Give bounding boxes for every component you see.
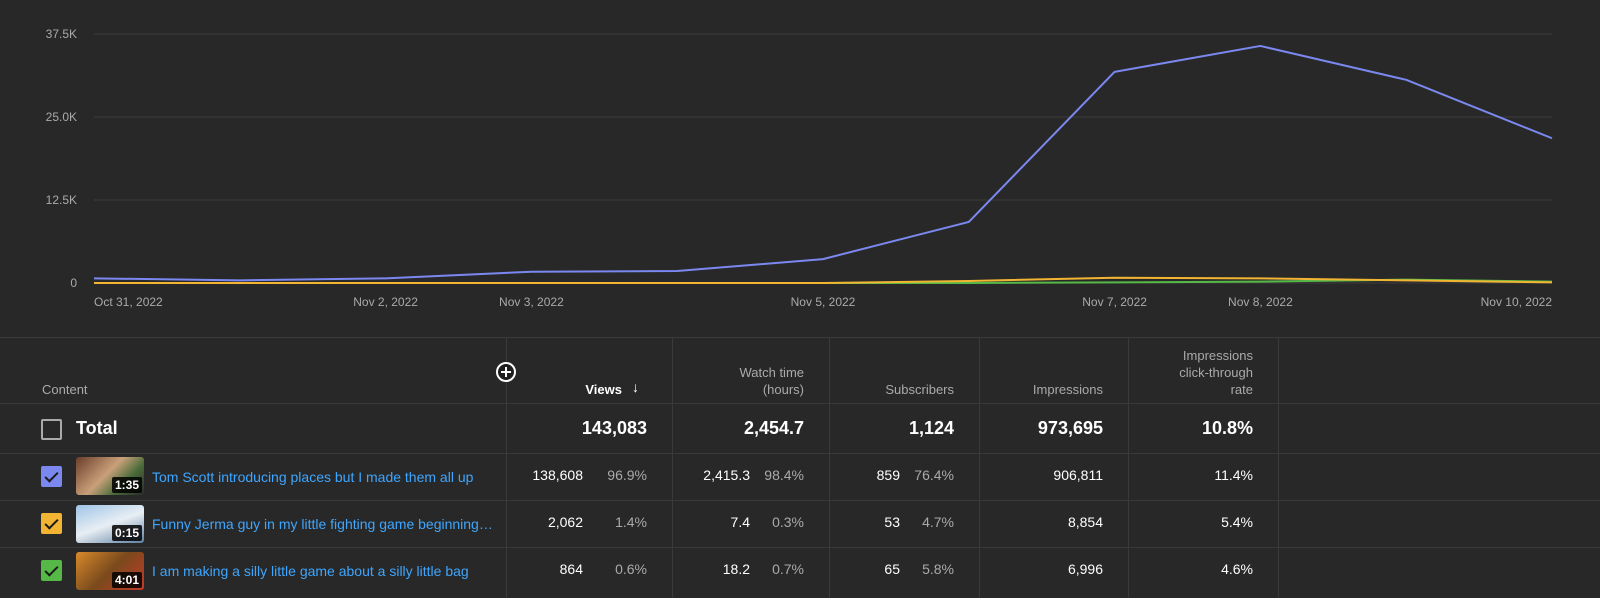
impressions-value: 8,854 <box>1067 514 1103 530</box>
column-divider <box>1278 337 1279 598</box>
row-divider <box>0 500 1600 501</box>
column-divider <box>1128 337 1129 598</box>
views-value: 864 <box>559 561 583 577</box>
row-divider <box>0 547 1600 548</box>
views-percent: 96.9% <box>607 467 647 483</box>
impressions-value: 906,811 <box>1053 467 1103 483</box>
series-line <box>94 276 1553 284</box>
watch-time-percent: 98.4% <box>764 467 804 483</box>
x-tick-label: Nov 3, 2022 <box>499 295 564 309</box>
row-divider <box>0 453 1600 454</box>
total-label: Total <box>76 418 118 438</box>
header-ctr[interactable]: Impressions click-through rate <box>1140 347 1253 398</box>
table-top-divider <box>0 337 1600 338</box>
header-subscribers[interactable]: Subscribers <box>885 382 954 397</box>
row-checkbox[interactable] <box>41 466 62 487</box>
views-value: 138,608 <box>532 467 583 483</box>
video-title-link[interactable]: Tom Scott introducing places but I made … <box>152 469 474 485</box>
header-impressions[interactable]: Impressions <box>1032 382 1103 397</box>
ctr-value: 11.4% <box>1214 467 1253 483</box>
subscribers-percent: 4.7% <box>922 514 954 530</box>
row-checkbox[interactable] <box>41 513 62 534</box>
column-divider <box>672 337 673 598</box>
row-checkbox[interactable] <box>41 560 62 581</box>
views-percent: 1.4% <box>615 514 647 530</box>
watch-time-percent: 0.3% <box>772 514 804 530</box>
header-ctr-line3: rate <box>1230 382 1253 397</box>
header-watch-time-line1: Watch time <box>739 365 804 380</box>
subscribers-percent: 5.8% <box>922 561 954 577</box>
total-impressions: 973,695 <box>1037 418 1103 438</box>
watch-time-percent: 0.7% <box>772 561 804 577</box>
total-views: 143,083 <box>581 418 647 438</box>
header-views[interactable]: Views <box>585 382 622 397</box>
subscribers-percent: 76.4% <box>914 467 954 483</box>
total-checkbox[interactable] <box>41 419 62 440</box>
video-thumbnail[interactable]: 0:15 <box>76 505 144 543</box>
video-title-link[interactable]: Funny Jerma guy in my little fighting ga… <box>152 516 497 532</box>
x-tick-label: Nov 7, 2022 <box>1082 295 1147 309</box>
views-percent: 0.6% <box>615 561 647 577</box>
series-line <box>93 44 1553 282</box>
x-tick-label: Nov 10, 2022 <box>1481 295 1553 309</box>
column-divider <box>506 337 507 598</box>
ctr-value: 5.4% <box>1221 514 1253 530</box>
impressions-value: 6,996 <box>1067 561 1103 577</box>
y-tick-label: 12.5K <box>46 193 77 207</box>
header-ctr-line1: Impressions <box>1182 348 1253 363</box>
subscribers-value: 859 <box>876 467 900 483</box>
total-subscribers: 1,124 <box>908 418 954 438</box>
x-tick-label: Oct 31, 2022 <box>94 295 163 309</box>
plus-circle-icon[interactable] <box>496 362 516 382</box>
arrow-down-icon[interactable]: ↓ <box>632 379 639 395</box>
total-watch-time: 2,454.7 <box>743 418 804 438</box>
column-divider <box>829 337 830 598</box>
header-content[interactable]: Content <box>42 382 88 397</box>
video-thumbnail[interactable]: 1:35 <box>76 457 144 495</box>
line-chart: 0 12.5K 25.0K 37.5K Oct 31, 2022 Nov 2, 2022 N… <box>46 27 1553 309</box>
total-ctr: 10.8% <box>1201 418 1253 438</box>
duration-badge: 1:35 <box>111 477 142 493</box>
column-divider <box>979 337 980 598</box>
watch-time-value: 18.2 <box>722 561 750 577</box>
y-tick-label: 25.0K <box>46 110 77 124</box>
subscribers-value: 53 <box>884 514 900 530</box>
x-tick-label: Nov 5, 2022 <box>791 295 856 309</box>
header-watch-time[interactable]: Watch time (hours) <box>680 364 804 398</box>
watch-time-value: 7.4 <box>730 514 750 530</box>
y-tick-label: 37.5K <box>46 27 77 41</box>
row-divider <box>0 403 1600 404</box>
watch-time-value: 2,415.3 <box>703 467 750 483</box>
views-value: 2,062 <box>547 514 583 530</box>
duration-badge: 4:01 <box>111 572 142 588</box>
y-tick-label: 0 <box>70 276 77 290</box>
header-ctr-line2: click-through <box>1179 365 1253 380</box>
duration-badge: 0:15 <box>111 525 142 541</box>
ctr-value: 4.6% <box>1221 561 1253 577</box>
x-tick-label: Nov 8, 2022 <box>1228 295 1293 309</box>
x-tick-label: Nov 2, 2022 <box>353 295 418 309</box>
video-title-link[interactable]: I am making a silly little game about a … <box>152 563 469 579</box>
subscribers-value: 65 <box>884 561 900 577</box>
video-thumbnail[interactable]: 4:01 <box>76 552 144 590</box>
header-watch-time-line2: (hours) <box>762 382 804 397</box>
